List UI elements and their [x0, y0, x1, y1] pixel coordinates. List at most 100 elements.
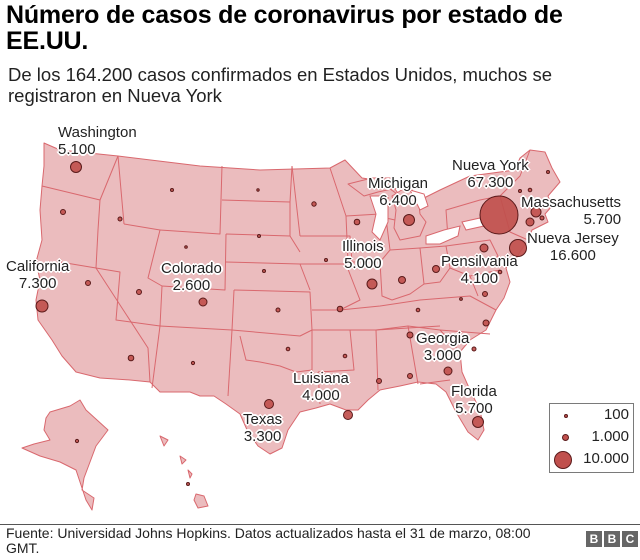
- label-value: 5.700: [583, 211, 622, 228]
- label-value: 5.700: [455, 400, 493, 417]
- legend-label: 10.000: [583, 450, 629, 467]
- label-value: 4.000: [302, 387, 340, 404]
- size-legend: 100 1.000 10.000: [549, 403, 634, 473]
- us-map: Washington 5.100 California 7.300 Colora…: [0, 110, 640, 515]
- chart-title: Número de casos de coronavirus por estad…: [6, 1, 563, 55]
- label-nueva-jersey: Nueva Jersey 16.600: [527, 230, 619, 264]
- bubble-massachusetts: [530, 206, 542, 218]
- bubble-colorado: [198, 297, 208, 307]
- label-value: 3.300: [243, 428, 282, 445]
- bbc-logo: B B C: [586, 531, 638, 547]
- bubble-california: [35, 299, 49, 313]
- bubble-texas: [264, 399, 274, 409]
- bubble-alabama: [407, 373, 413, 379]
- contiguous-us-shape: [35, 142, 561, 455]
- label-name: Florida: [451, 383, 497, 400]
- bubble-tennessee: [406, 331, 414, 339]
- bubble-utah: [136, 289, 142, 295]
- bubble-south-dakota: [257, 234, 261, 238]
- bubble-missouri: [336, 305, 344, 313]
- us-map-svg: [21, 142, 561, 511]
- label-name: Colorado: [161, 260, 222, 277]
- bubble-georgia: [443, 366, 453, 376]
- label-georgia: Georgia 3.000: [416, 330, 469, 364]
- bubble-hawaii: [186, 482, 190, 486]
- label-name: California: [6, 258, 70, 275]
- bubble-nevada: [85, 280, 91, 286]
- label-florida: Florida 5.700: [451, 383, 497, 417]
- legend-dot-small-icon: [564, 414, 568, 418]
- label-name: Massachusetts: [521, 194, 622, 211]
- bbc-logo-letter: B: [604, 531, 620, 547]
- label-name: Michigan: [368, 175, 429, 192]
- bubble-kentucky: [415, 307, 421, 313]
- legend-item-1000: 1.000: [550, 428, 633, 448]
- label-value: 3.000: [423, 347, 462, 364]
- label-washington: Washington 5.100: [58, 124, 137, 158]
- legend-label: 1.000: [591, 428, 629, 445]
- bubble-nueva-york: [479, 195, 519, 235]
- bubble-north-carolina: [482, 319, 490, 327]
- label-luisiana: Luisiana 4.000: [293, 370, 349, 404]
- label-value: 5.100: [58, 141, 96, 158]
- legend-dot-large-icon: [554, 451, 572, 469]
- label-value: 4.100: [460, 270, 499, 287]
- chart-subtitle: De los 164.200 casos confirmados en Esta…: [8, 64, 552, 106]
- label-name: Georgia: [416, 330, 470, 347]
- bubble-new-hampshire: [527, 187, 533, 193]
- bubble-luisiana: [343, 410, 353, 420]
- label-name: Illinois: [342, 238, 384, 255]
- bubble-wyoming: [184, 245, 188, 249]
- label-name: Nueva Jersey: [527, 230, 619, 247]
- bubble-mississippi: [376, 378, 382, 384]
- bubble-nebraska: [262, 269, 266, 273]
- label-value: 6.400: [379, 192, 417, 209]
- label-massachusetts: Massachusetts 5.700: [521, 194, 621, 228]
- bubble-virginia: [482, 291, 488, 297]
- legend-dot-medium-icon: [562, 434, 569, 441]
- bubble-kansas: [275, 307, 281, 313]
- label-name: Texas: [243, 411, 283, 428]
- bubble-montana: [170, 188, 174, 192]
- bubble-florida: [472, 416, 484, 428]
- bubble-washington: [70, 161, 82, 173]
- bubble-iowa: [324, 258, 328, 262]
- label-michigan: Michigan 6.400: [368, 175, 428, 209]
- label-value: 2.600: [172, 277, 211, 294]
- bubble-west-virginia: [459, 297, 463, 301]
- bubble-maryland: [497, 269, 503, 275]
- label-texas: Texas 3.300: [243, 411, 282, 445]
- bubble-pensilvania: [479, 243, 489, 253]
- label-value: 7.300: [18, 275, 57, 292]
- label-name: Nueva York: [452, 157, 529, 174]
- bubble-wisconsin: [353, 218, 361, 226]
- bubble-arizona: [127, 354, 135, 362]
- bubble-connecticut: [525, 217, 535, 227]
- bubble-oregon: [60, 209, 66, 215]
- bubble-new-mexico: [190, 360, 196, 366]
- label-name: Pensilvania: [441, 253, 518, 270]
- bubble-rhode-island: [539, 215, 545, 221]
- bubble-ohio: [432, 265, 440, 273]
- bubble-idaho: [117, 216, 123, 222]
- hawaii-shape: [159, 435, 209, 509]
- label-colorado: Colorado 2.600: [161, 260, 222, 294]
- label-illinois: Illinois 5.000: [342, 238, 384, 272]
- label-value: 67.300: [467, 174, 514, 191]
- label-nueva-york: Nueva York 67.300: [452, 157, 529, 191]
- case-bubbles: [35, 161, 550, 486]
- bbc-logo-letter: B: [586, 531, 602, 547]
- bubble-arkansas: [342, 353, 348, 359]
- label-value: 5.000: [344, 255, 382, 272]
- bubble-maine: [546, 170, 550, 174]
- legend-item-10000: 10.000: [550, 450, 633, 470]
- label-california: California 7.300: [6, 258, 69, 292]
- source-note: Fuente: Universidad Johns Hopkins. Datos…: [6, 525, 531, 556]
- bubble-vermont: [518, 189, 522, 193]
- label-name: Washington: [58, 124, 137, 141]
- legend-label: 100: [603, 406, 629, 423]
- bubble-alaska: [74, 438, 80, 444]
- bubble-michigan: [403, 214, 415, 226]
- bubble-illinois: [366, 278, 378, 290]
- label-pensilvania: Pensilvania 4.100: [441, 253, 518, 287]
